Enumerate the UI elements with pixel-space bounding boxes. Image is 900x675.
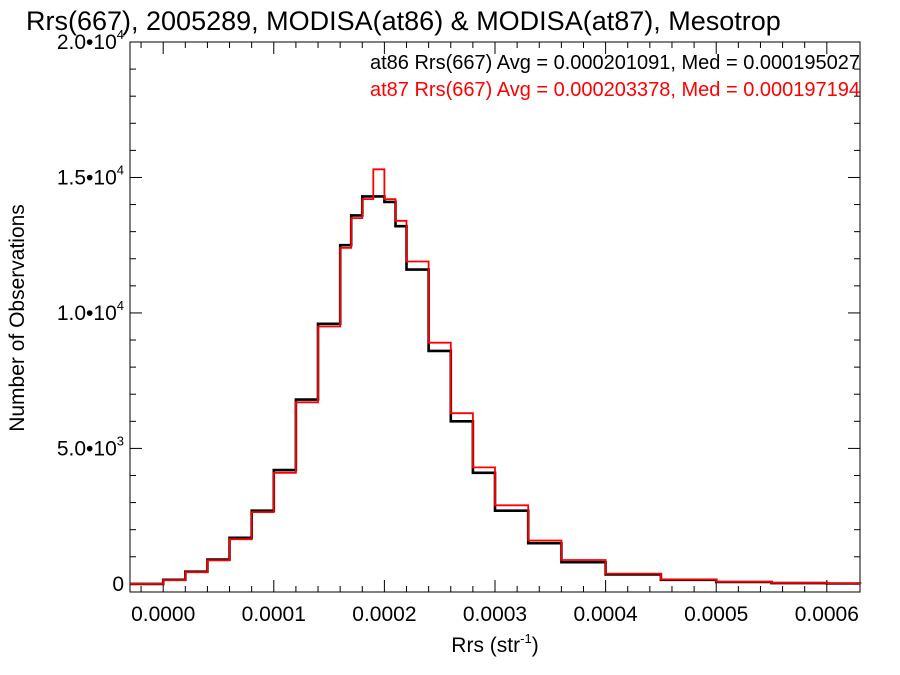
y-tick-label: 5.0•103 [57,433,124,460]
legend-entry-at87: at87 Rrs(667) Avg = 0.000203378, Med = 0… [370,79,860,101]
x-tick-label: 0.0000 [131,603,195,626]
x-axis-title: Rrs (str-1) [451,631,538,657]
x-tick-label: 0.0004 [573,603,638,626]
y-tick-label: 1.0•104 [57,298,124,325]
y-tick-label: 1.5•104 [57,162,124,189]
series-at86-line [130,195,862,586]
legend: at86 Rrs(667) Avg = 0.000201091, Med = 0… [370,52,860,101]
x-tick-label: 0.0001 [242,603,306,626]
series-layer [130,168,862,586]
series-at87-line [130,168,861,585]
x-axis-title-close: ) [532,634,539,657]
y-axis: 0 5.0•103 1.0•104 1.5•104 2.0•104 [57,27,860,596]
x-tick-label: 0.0002 [352,603,416,626]
x-axis: 0.0000 0.0001 0.0002 0.0003 0.0004 0.0005 0.00… [131,42,859,626]
x-axis-title-text: Rrs (str [451,634,520,657]
x-tick-label: 0.0005 [684,603,748,626]
y-tick-label: 0 [112,573,124,596]
chart-title: Rrs(667), 2005289, MODISA(at86) & MODISA… [26,6,781,36]
legend-entry-at86: at86 Rrs(667) Avg = 0.000201091, Med = 0… [370,52,860,74]
x-axis-title-sup: -1 [520,631,532,646]
x-tick-label: 0.0003 [463,603,527,626]
x-tick-label: 0.0006 [795,603,859,626]
y-tick-label: 2.0•104 [57,27,124,54]
y-axis-title: Number of Observations [6,204,29,432]
